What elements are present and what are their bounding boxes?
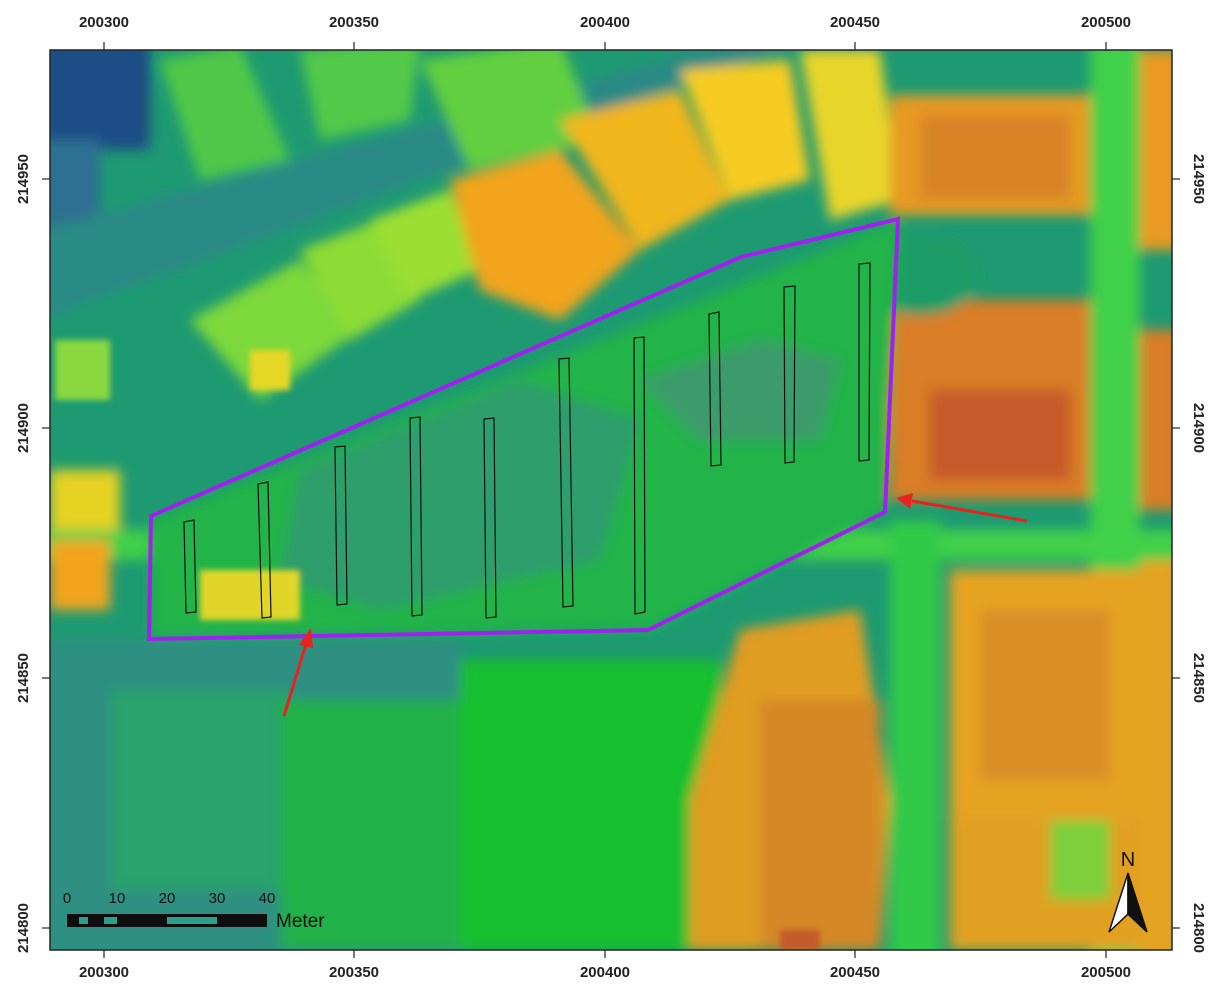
arrow-east (911, 499, 1028, 523)
y-tick-left: 214900 (15, 403, 32, 453)
scale-bar: 0 10 20 30 40 Meter (63, 890, 325, 932)
transect (558, 357, 574, 608)
arrow-southwest (282, 643, 308, 717)
transect (334, 445, 348, 606)
transect (409, 416, 423, 617)
transect (858, 262, 871, 462)
transect (633, 336, 646, 615)
y-tick-right: 214950 (1190, 154, 1207, 204)
scale-bar-label: 40 (259, 890, 276, 907)
transect-group (183, 262, 871, 619)
y-tick-right: 214900 (1190, 403, 1207, 453)
transect (257, 481, 272, 619)
north-arrow-label: N (1121, 849, 1135, 871)
scale-bar-label: 10 (109, 890, 126, 907)
transect (783, 285, 796, 464)
transect (483, 417, 497, 619)
x-tick-top: 200400 (580, 14, 630, 31)
x-tick-top: 200450 (830, 14, 880, 31)
north-arrow: N (1108, 849, 1148, 933)
x-axis-bottom: 200300 200350 200400 200450 200500 (79, 950, 1131, 981)
map-frame (49, 49, 1173, 951)
x-tick-top: 200350 (329, 14, 379, 31)
y-tick-right: 214850 (1190, 653, 1207, 703)
x-tick-top: 200500 (1081, 14, 1131, 31)
arrow-southwest-head (299, 628, 313, 648)
arrow-east-head (896, 493, 913, 509)
y-axis-right: 214950 214900 214850 214800 (1172, 154, 1207, 953)
y-tick-left: 214800 (15, 903, 32, 953)
transect (708, 311, 722, 467)
y-tick-left: 214950 (15, 154, 32, 204)
scale-bar-label: 20 (159, 890, 176, 907)
x-tick-bottom: 200500 (1081, 964, 1131, 981)
x-tick-bottom: 200400 (580, 964, 630, 981)
elevation-raster (50, 50, 1172, 950)
y-axis-left: 214950 214900 214850 214800 (15, 154, 50, 953)
x-axis-top: 200300 200350 200400 200450 200500 (79, 14, 1131, 50)
y-tick-right: 214800 (1190, 903, 1207, 953)
y-tick-left: 214850 (15, 653, 32, 703)
study-area-boundary (146, 216, 901, 642)
arrow-group (282, 493, 1028, 717)
scale-bar-label: 30 (209, 890, 226, 907)
x-tick-bottom: 200300 (79, 964, 129, 981)
transect (183, 519, 197, 614)
x-tick-bottom: 200350 (329, 964, 379, 981)
x-tick-top: 200300 (79, 14, 129, 31)
scale-bar-label: 0 (63, 890, 71, 907)
x-tick-bottom: 200450 (830, 964, 880, 981)
scale-bar-unit: Meter (276, 911, 325, 932)
